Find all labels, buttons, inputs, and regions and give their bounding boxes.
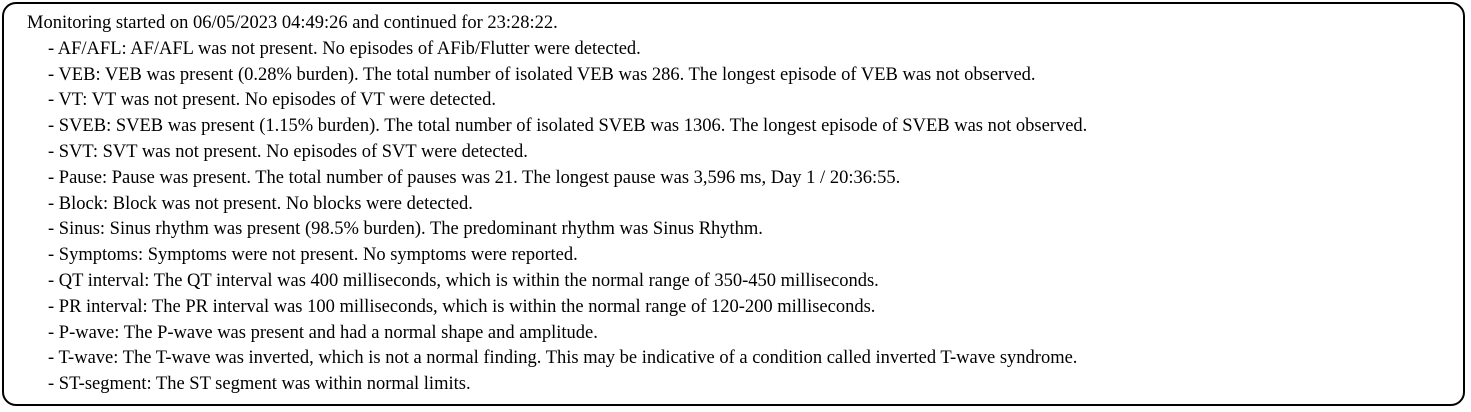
monitoring-report-box [2, 2, 1465, 406]
finding-block: - Block: Block was not present. No block… [48, 193, 473, 214]
finding-st-segment: - ST-segment: The ST segment was within … [48, 374, 471, 395]
findings-list: - AF/AFL: AF/AFL was not present. No epi… [27, 37, 1087, 398]
finding-svt: - SVT: SVT was not present. No episodes … [48, 141, 528, 162]
finding-sinus: - Sinus: Sinus rhythm was present (98.5%… [48, 219, 763, 240]
finding-pause: - Pause: Pause was present. The total nu… [48, 167, 901, 188]
monitoring-report-text: Monitoring started on 06/05/2023 04:49:2… [27, 11, 1087, 398]
finding-pr-interval: - PR interval: The PR interval was 100 m… [48, 296, 876, 317]
monitoring-summary: Monitoring started on 06/05/2023 04:49:2… [27, 13, 558, 33]
finding-p-wave: - P-wave: The P-wave was present and had… [48, 322, 598, 343]
finding-vt: - VT: VT was not present. No episodes of… [48, 90, 496, 111]
finding-af-afl: - AF/AFL: AF/AFL was not present. No epi… [48, 38, 641, 59]
finding-qt-interval: - QT interval: The QT interval was 400 m… [48, 270, 879, 291]
finding-symptoms: - Symptoms: Symptoms were not present. N… [48, 245, 578, 266]
finding-t-wave: - T-wave: The T-wave was inverted, which… [48, 348, 1078, 369]
finding-sveb: - SVEB: SVEB was present (1.15% burden).… [48, 116, 1088, 137]
finding-veb: - VEB: VEB was present (0.28% burden). T… [48, 64, 1036, 85]
